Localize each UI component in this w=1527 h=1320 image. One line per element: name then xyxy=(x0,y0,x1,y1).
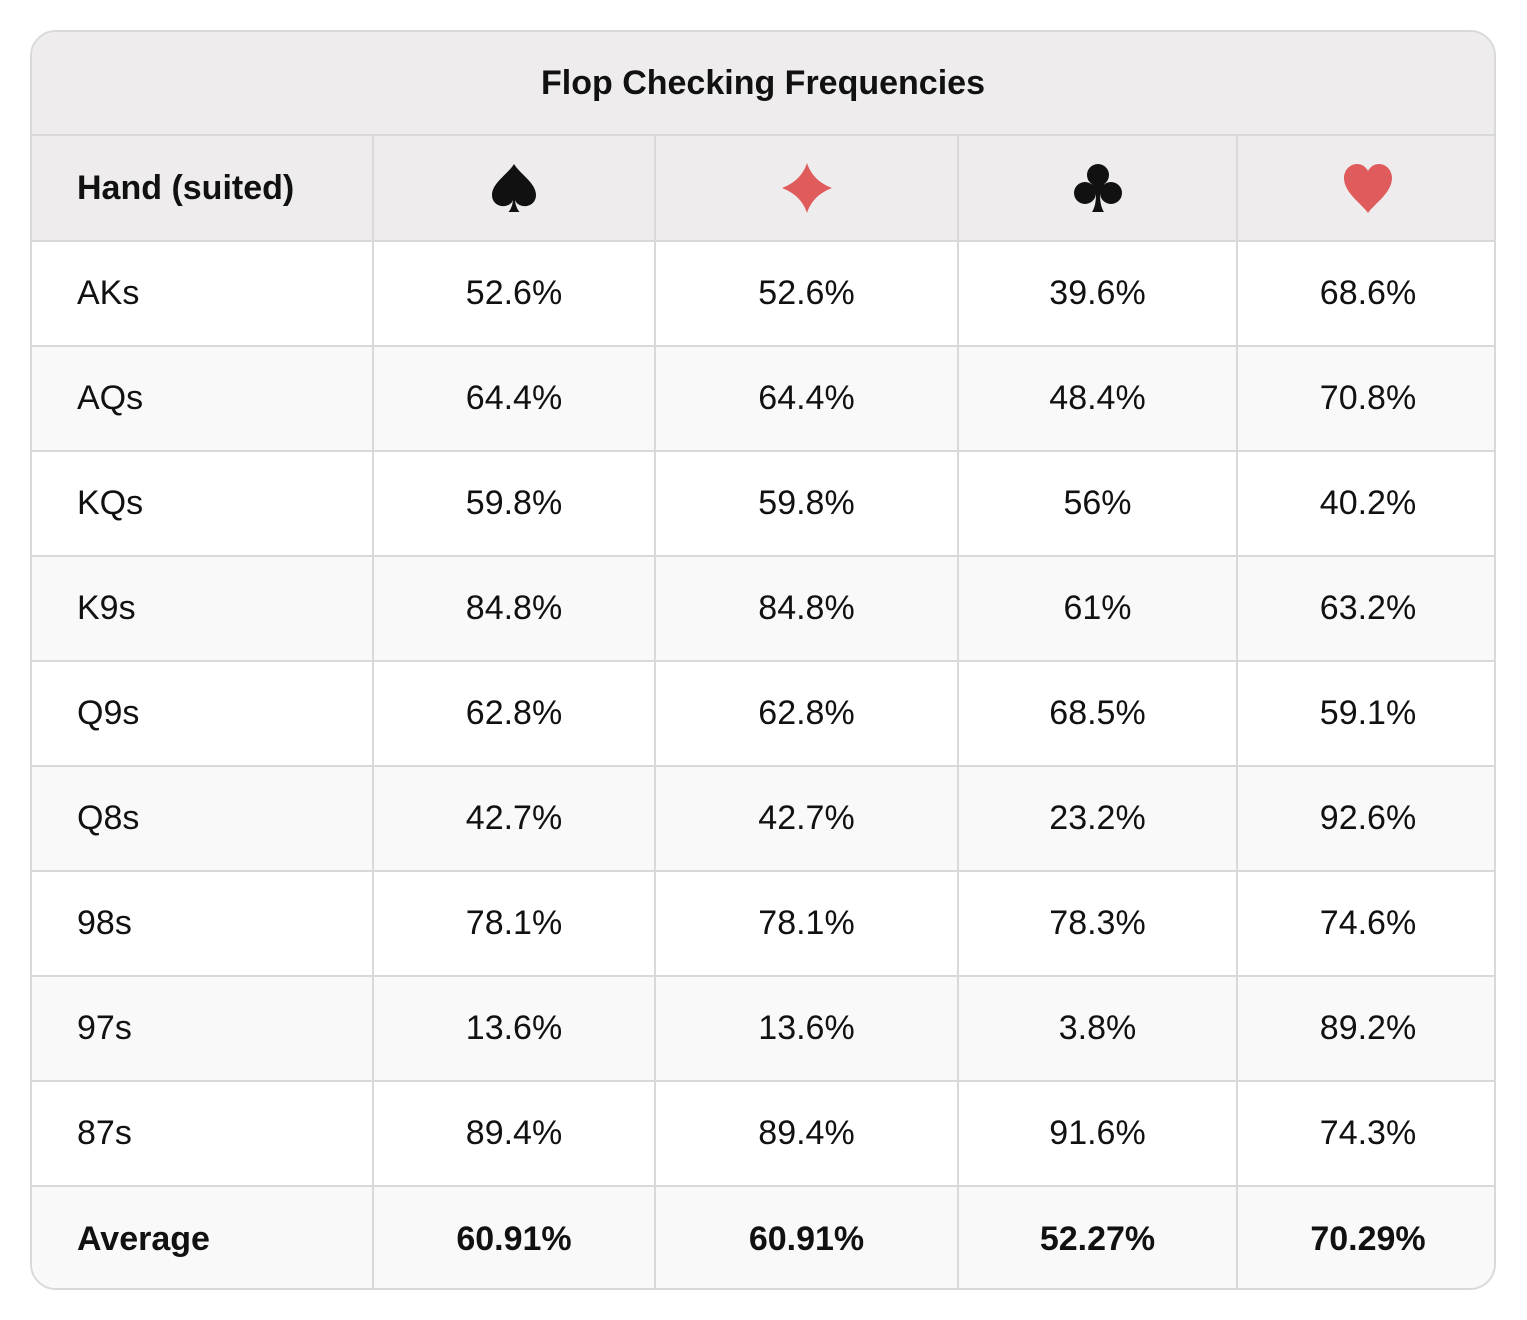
table-row: 87s 89.4% 89.4% 91.6% 74.3% xyxy=(32,1081,1494,1187)
frequency-table: Hand (suited) xyxy=(32,136,1494,1288)
diamond-value-cell: 13.6% xyxy=(655,976,959,1082)
heart-value-cell: 63.2% xyxy=(1237,556,1494,662)
diamond-value-cell: 78.1% xyxy=(655,871,959,977)
table-title: Flop Checking Frequencies xyxy=(32,32,1494,136)
table-row: AKs 52.6% 52.6% 39.6% 68.6% xyxy=(32,241,1494,347)
diamond-value-cell: 52.6% xyxy=(655,241,959,347)
diamond-value-cell: 89.4% xyxy=(655,1081,959,1187)
spade-value-cell: 13.6% xyxy=(373,976,656,1082)
frequency-table-card: Flop Checking Frequencies Hand (suited) xyxy=(30,30,1496,1290)
spade-icon xyxy=(492,164,536,212)
table-row: K9s 84.8% 84.8% 61% 63.2% xyxy=(32,556,1494,662)
hand-cell: Q9s xyxy=(32,661,374,767)
hand-cell: K9s xyxy=(32,556,374,662)
spade-value-cell: 89.4% xyxy=(373,1081,656,1187)
heart-value-cell: 40.2% xyxy=(1237,451,1494,557)
heart-value-cell: 68.6% xyxy=(1237,241,1494,347)
hand-cell: 87s xyxy=(32,1081,374,1187)
spade-value-cell: 59.8% xyxy=(373,451,656,557)
table-row: Q8s 42.7% 42.7% 23.2% 92.6% xyxy=(32,766,1494,872)
heart-value-cell: 59.1% xyxy=(1237,661,1494,767)
spade-value-cell: 78.1% xyxy=(373,871,656,977)
diamond-icon xyxy=(781,163,832,213)
diamond-value-cell: 64.4% xyxy=(655,346,959,452)
table-row: 97s 13.6% 13.6% 3.8% 89.2% xyxy=(32,976,1494,1082)
table-header-row: Hand (suited) xyxy=(32,136,1494,242)
spade-average-cell: 60.91% xyxy=(373,1186,656,1288)
diamond-value-cell: 62.8% xyxy=(655,661,959,767)
heart-value-cell: 92.6% xyxy=(1237,766,1494,872)
diamond-average-cell: 60.91% xyxy=(655,1186,959,1288)
table-row: AQs 64.4% 64.4% 48.4% 70.8% xyxy=(32,346,1494,452)
club-icon xyxy=(1073,164,1122,212)
heart-value-cell: 74.6% xyxy=(1237,871,1494,977)
spade-value-cell: 42.7% xyxy=(373,766,656,872)
diamond-value-cell: 42.7% xyxy=(655,766,959,872)
diamond-column-header xyxy=(655,136,959,242)
average-label: Average xyxy=(32,1186,374,1288)
club-value-cell: 61% xyxy=(958,556,1238,662)
club-value-cell: 23.2% xyxy=(958,766,1238,872)
club-value-cell: 3.8% xyxy=(958,976,1238,1082)
heart-average-cell: 70.29% xyxy=(1310,1219,1426,1258)
hand-cell: AKs xyxy=(32,241,374,347)
club-value-cell: 39.6% xyxy=(958,241,1238,347)
club-column-header xyxy=(958,136,1238,242)
spade-value-cell: 52.6% xyxy=(373,241,656,347)
spade-value-cell: 84.8% xyxy=(373,556,656,662)
spade-value-cell: 64.4% xyxy=(373,346,656,452)
heart-value-cell: 70.8% xyxy=(1237,346,1494,452)
hand-column-header: Hand (suited) xyxy=(32,136,374,242)
table-row: 98s 78.1% 78.1% 78.3% 74.6% xyxy=(32,871,1494,977)
table-row: KQs 59.8% 59.8% 56% 40.2% xyxy=(32,451,1494,557)
heart-value-cell: 89.2% xyxy=(1237,976,1494,1082)
spade-column-header xyxy=(373,136,656,242)
hand-cell: 98s xyxy=(32,871,374,977)
heart-value-cell: 74.3% xyxy=(1237,1081,1494,1187)
club-average-cell: 52.27% xyxy=(958,1186,1238,1288)
club-value-cell: 56% xyxy=(958,451,1238,557)
hand-cell: AQs xyxy=(32,346,374,452)
average-row: Average 60.91% 60.91% 52.27% 70.29% xyxy=(32,1186,1494,1288)
club-value-cell: 91.6% xyxy=(958,1081,1238,1187)
hand-cell: KQs xyxy=(32,451,374,557)
club-value-cell: 48.4% xyxy=(958,346,1238,452)
hand-cell: 97s xyxy=(32,976,374,1082)
spade-value-cell: 62.8% xyxy=(373,661,656,767)
diamond-value-cell: 59.8% xyxy=(655,451,959,557)
club-value-cell: 78.3% xyxy=(958,871,1238,977)
diamond-value-cell: 84.8% xyxy=(655,556,959,662)
club-value-cell: 68.5% xyxy=(958,661,1238,767)
heart-icon xyxy=(1344,164,1392,213)
table-row: Q9s 62.8% 62.8% 68.5% 59.1% xyxy=(32,661,1494,767)
heart-column-header xyxy=(1237,136,1494,242)
hand-cell: Q8s xyxy=(32,766,374,872)
